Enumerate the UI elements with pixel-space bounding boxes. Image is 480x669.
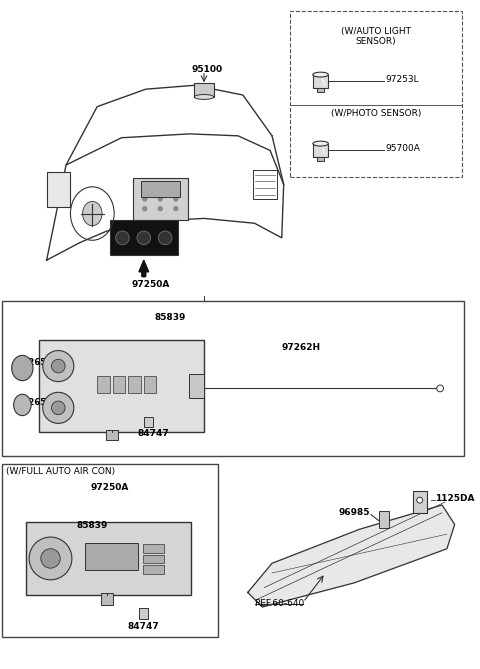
- Text: 97250A: 97250A: [91, 482, 129, 492]
- Text: 84747: 84747: [138, 429, 169, 438]
- Text: 96985: 96985: [338, 508, 370, 517]
- Bar: [106, 430, 118, 440]
- Text: (W/PHOTO SENSOR): (W/PHOTO SENSOR): [331, 108, 421, 118]
- Text: 95700A: 95700A: [386, 144, 420, 153]
- Bar: [47, 172, 70, 207]
- Circle shape: [51, 401, 65, 415]
- Ellipse shape: [12, 355, 33, 381]
- Ellipse shape: [83, 201, 102, 225]
- Circle shape: [51, 359, 65, 373]
- Text: 97253L: 97253L: [386, 75, 420, 84]
- Bar: [144, 417, 153, 427]
- Bar: [143, 565, 164, 574]
- Circle shape: [158, 231, 172, 245]
- Circle shape: [158, 207, 162, 211]
- Bar: [113, 376, 125, 393]
- Circle shape: [137, 231, 151, 245]
- Bar: [313, 144, 328, 157]
- Text: REF.60-640: REF.60-640: [254, 599, 305, 608]
- Bar: [141, 181, 180, 197]
- Polygon shape: [139, 260, 149, 277]
- Text: 97265H: 97265H: [17, 358, 53, 367]
- Bar: [97, 376, 110, 393]
- Circle shape: [437, 385, 444, 392]
- Bar: [379, 511, 389, 529]
- Circle shape: [158, 187, 162, 191]
- Ellipse shape: [13, 394, 31, 415]
- Bar: [128, 376, 141, 393]
- Bar: [101, 593, 113, 605]
- Text: 97265H: 97265H: [17, 399, 53, 407]
- Bar: [84, 543, 138, 570]
- Bar: [2, 464, 217, 637]
- Circle shape: [174, 197, 178, 201]
- Bar: [39, 340, 204, 432]
- Circle shape: [143, 207, 147, 211]
- Bar: [139, 608, 148, 619]
- Circle shape: [143, 197, 147, 201]
- Text: 85839: 85839: [155, 312, 186, 322]
- Bar: [313, 75, 328, 88]
- Ellipse shape: [194, 94, 214, 100]
- Text: (W/AUTO LIGHT
SENSOR): (W/AUTO LIGHT SENSOR): [341, 27, 411, 46]
- Ellipse shape: [313, 72, 328, 77]
- Bar: [110, 220, 178, 256]
- Bar: [2, 301, 464, 456]
- Circle shape: [143, 187, 147, 191]
- Text: 97262H: 97262H: [282, 343, 321, 352]
- Circle shape: [43, 351, 74, 381]
- Bar: [144, 376, 156, 393]
- Text: (W/FULL AUTO AIR CON): (W/FULL AUTO AIR CON): [6, 467, 115, 476]
- Bar: [143, 544, 164, 553]
- Circle shape: [158, 197, 162, 201]
- Circle shape: [417, 497, 422, 503]
- Circle shape: [174, 207, 178, 211]
- Text: 97250A: 97250A: [132, 280, 170, 288]
- Circle shape: [29, 537, 72, 580]
- Bar: [317, 88, 324, 92]
- Bar: [289, 11, 462, 177]
- Text: 1125DA: 1125DA: [435, 494, 475, 502]
- Bar: [317, 157, 324, 161]
- Bar: [143, 555, 164, 563]
- Text: 95100: 95100: [192, 65, 223, 74]
- Bar: [194, 84, 214, 97]
- Circle shape: [116, 231, 129, 245]
- Bar: [413, 492, 427, 512]
- Circle shape: [43, 392, 74, 423]
- Circle shape: [174, 187, 178, 191]
- Bar: [26, 522, 192, 595]
- Bar: [190, 374, 204, 398]
- Bar: [133, 177, 188, 220]
- Text: 85839: 85839: [77, 520, 108, 530]
- Circle shape: [41, 549, 60, 568]
- Polygon shape: [248, 505, 455, 607]
- Text: 84747: 84747: [128, 622, 160, 631]
- Ellipse shape: [313, 141, 328, 146]
